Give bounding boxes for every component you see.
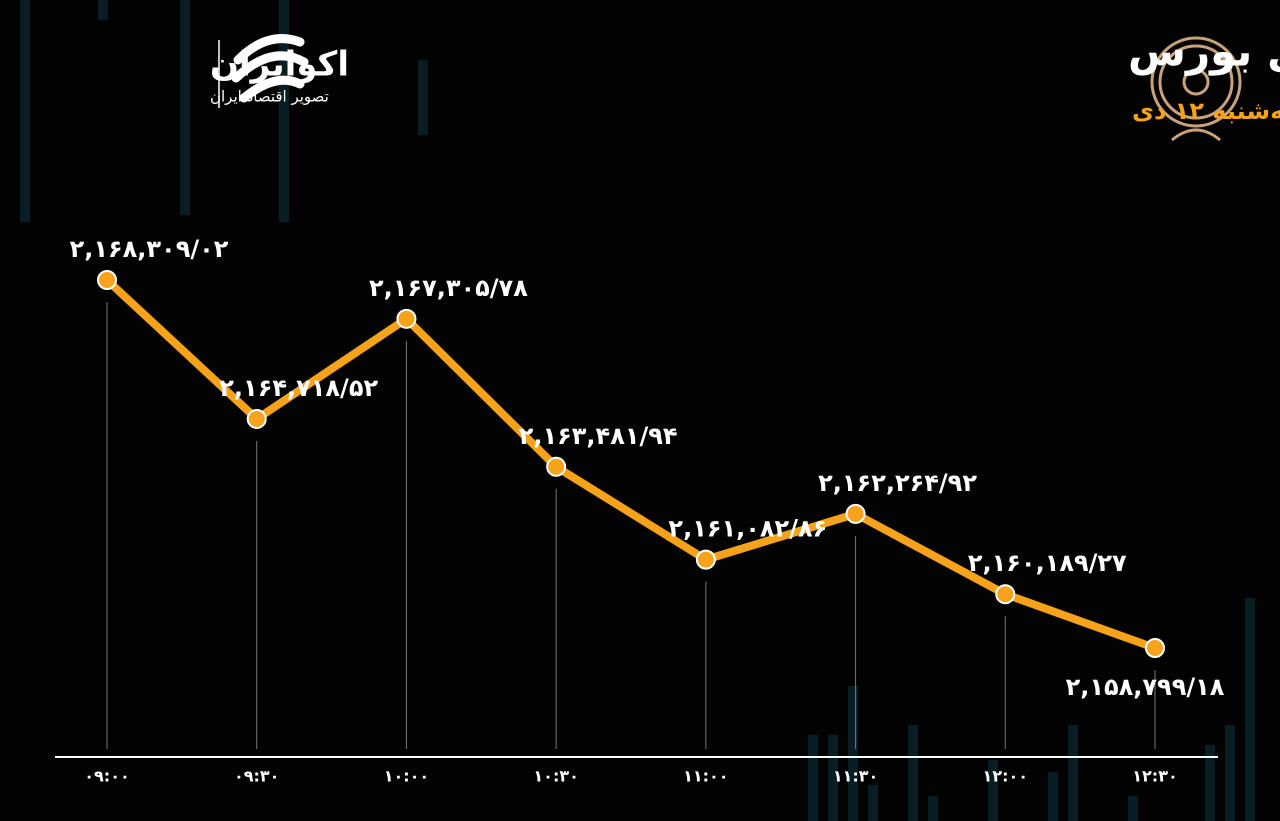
bg-bar: [98, 0, 108, 20]
bg-bar: [180, 0, 190, 215]
brand-logo: اکوایران تصویر اقتصاد ایران: [210, 34, 349, 108]
chart-title: روند شاخص کل بورس: [1128, 27, 1280, 77]
bg-bar: [988, 760, 998, 821]
x-tick-label: ۱۲:۰۰: [983, 767, 1028, 786]
point: [97, 270, 117, 290]
bg-bar: [1245, 598, 1255, 821]
bg-bar: [1048, 772, 1058, 821]
data-label: ۲,۱۶۰,۱۸۹/۲۷: [968, 549, 1127, 577]
data-label: ۲,۱۶۲,۲۶۴/۹۲: [818, 469, 977, 497]
x-tick-label: ۱۰:۳۰: [533, 767, 578, 786]
brand-name: اکوایران: [210, 45, 349, 85]
x-tick-label: ۰۹:۰۰: [84, 767, 129, 786]
point: [396, 308, 417, 329]
bg-bar: [418, 60, 428, 135]
bg-bar: [1128, 796, 1138, 821]
x-tick-label: ۱۱:۳۰: [833, 767, 878, 786]
brand-tagline: تصویر اقتصاد ایران: [210, 88, 329, 106]
bg-bar: [1225, 725, 1235, 821]
point: [546, 456, 567, 477]
data-label: ۲,۱۶۳,۴۸۱/۹۴: [519, 422, 678, 450]
chart-subtitle: سه‌شنبه ۱۲ دی: [1132, 97, 1280, 125]
point: [695, 549, 716, 570]
x-tick-label: ۱۲:۳۰: [1132, 767, 1177, 786]
x-tick-label: ۱۰:۰۰: [384, 767, 429, 786]
background-decoration: [20, 0, 1255, 821]
emblem-ring: [1158, 44, 1234, 120]
bg-bar: [848, 686, 858, 821]
emblem-base: [1171, 128, 1221, 142]
line: [104, 277, 1157, 652]
bg-bar: [1205, 745, 1215, 821]
emblem: [1150, 36, 1242, 142]
bg-bar: [828, 735, 838, 821]
bg-bar: [928, 796, 938, 821]
data-label: ۲,۱۶۱,۰۸۲/۸۶: [668, 515, 827, 543]
bg-bar: [868, 785, 878, 821]
data-label: ۲,۱۶۸,۳۰۹/۰۲: [70, 235, 229, 263]
point: [995, 584, 1016, 605]
point: [1145, 638, 1165, 658]
bg-bar: [1068, 725, 1078, 821]
bg-bar: [279, 0, 289, 222]
point: [845, 503, 866, 524]
bg-bar: [908, 725, 918, 821]
bg-bar: [808, 735, 818, 821]
point: [246, 408, 267, 429]
emblem-ring: [1150, 36, 1242, 128]
data-label: ۲,۱۶۴,۷۱۸/۵۲: [219, 374, 378, 402]
bg-bar: [20, 0, 30, 222]
x-tick-label: ۰۹:۳۰: [234, 767, 279, 786]
data-label: ۲,۱۵۸,۷۹۹/۱۸: [1066, 673, 1225, 701]
brand-mark: [231, 34, 309, 103]
data-label: ۲,۱۶۷,۳۰۵/۷۸: [369, 274, 528, 302]
emblem-core: [1182, 68, 1210, 96]
x-tick-label: ۱۱:۰۰: [683, 767, 728, 786]
